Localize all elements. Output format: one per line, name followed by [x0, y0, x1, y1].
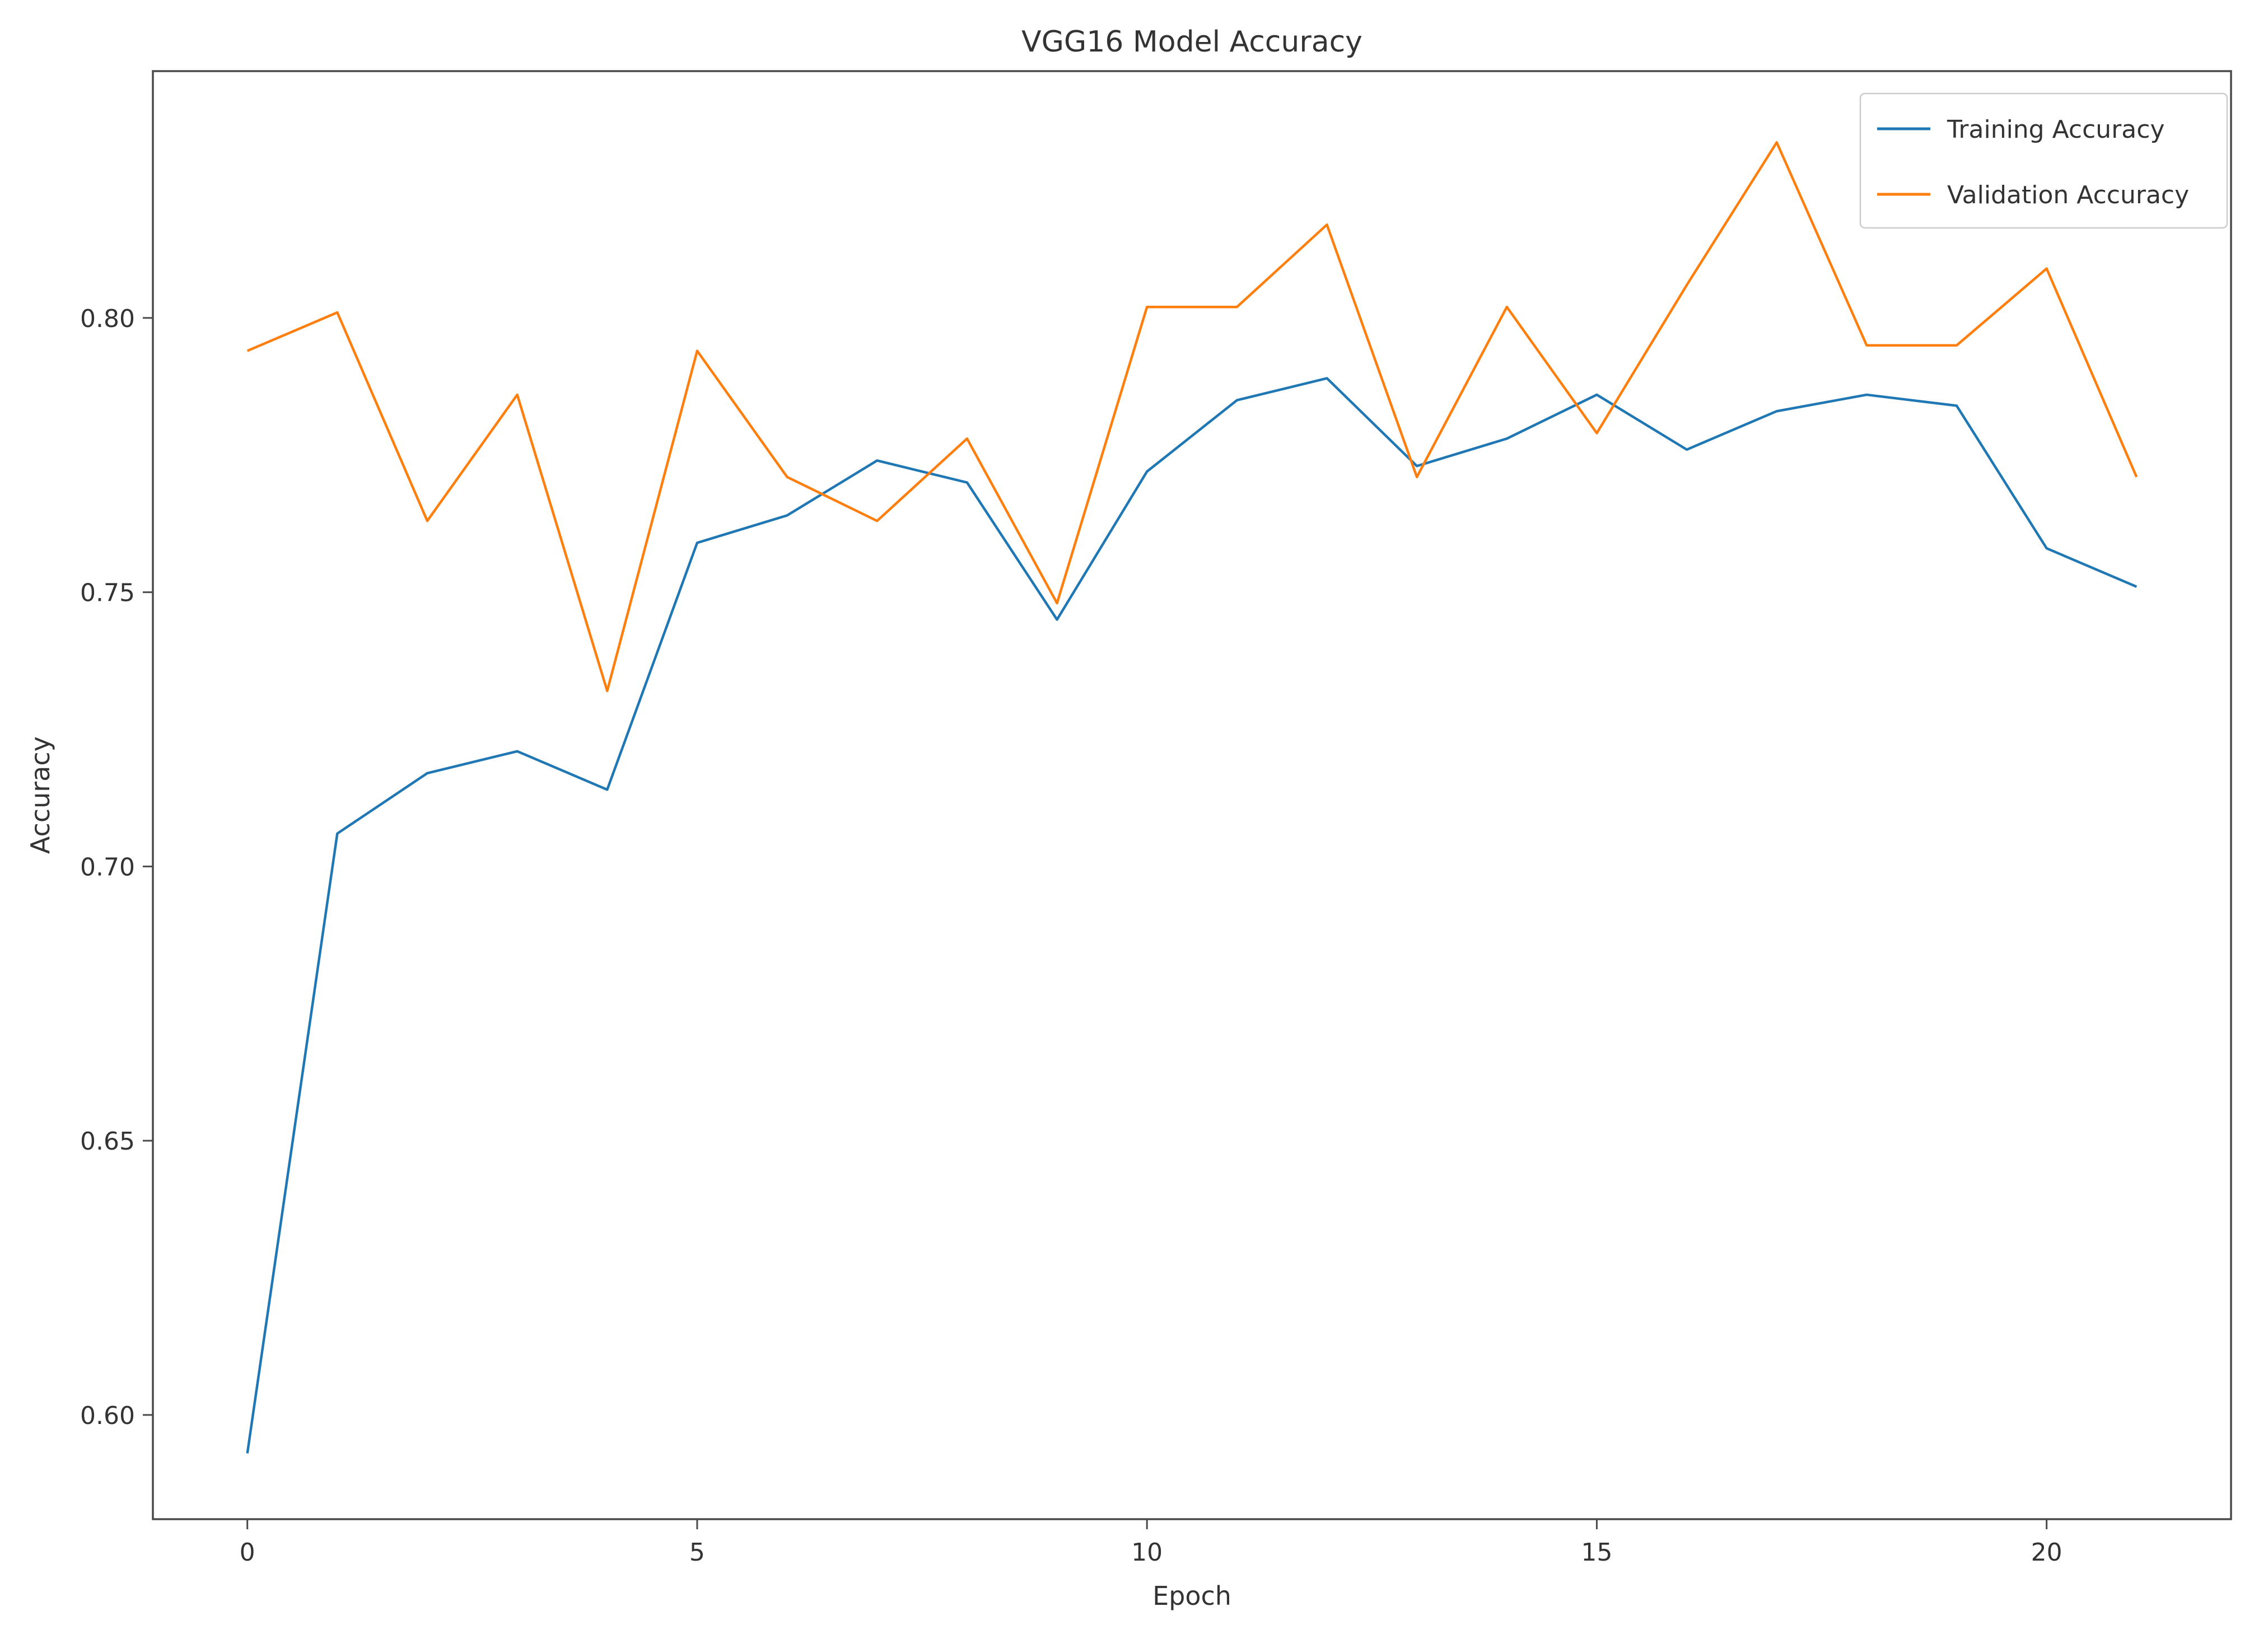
- y-tick-label: 0.80: [80, 305, 135, 333]
- legend: Training Accuracy Validation Accuracy: [1859, 92, 2228, 229]
- y-tick-label: 0.60: [80, 1402, 135, 1430]
- x-axis-label: Epoch: [1152, 1581, 1231, 1611]
- chart-title: VGG16 Model Accuracy: [1021, 25, 1362, 59]
- y-axis-label: Accuracy: [25, 736, 55, 854]
- series-line-0: [246, 377, 2138, 1454]
- legend-label-validation: Validation Accuracy: [1947, 181, 2189, 209]
- x-tick-label: 5: [689, 1538, 705, 1567]
- series-line-1: [246, 141, 2138, 693]
- legend-box: [1859, 92, 2228, 229]
- x-tick-label: 0: [240, 1538, 255, 1567]
- x-axis-ticks: 0 5 10 15 20: [240, 1519, 2062, 1567]
- y-axis-ticks: 0.60 0.65 0.70 0.75 0.80: [80, 305, 153, 1430]
- y-tick-label: 0.65: [80, 1127, 135, 1156]
- plot-border: [152, 70, 2232, 1520]
- x-tick-label: 10: [1131, 1538, 1163, 1567]
- x-tick-label: 15: [1581, 1538, 1612, 1567]
- data-series: [246, 141, 2138, 1454]
- legend-label-training: Training Accuracy: [1947, 115, 2164, 144]
- y-tick-label: 0.75: [80, 579, 135, 608]
- y-tick-label: 0.70: [80, 853, 135, 881]
- x-tick-label: 20: [2031, 1538, 2062, 1567]
